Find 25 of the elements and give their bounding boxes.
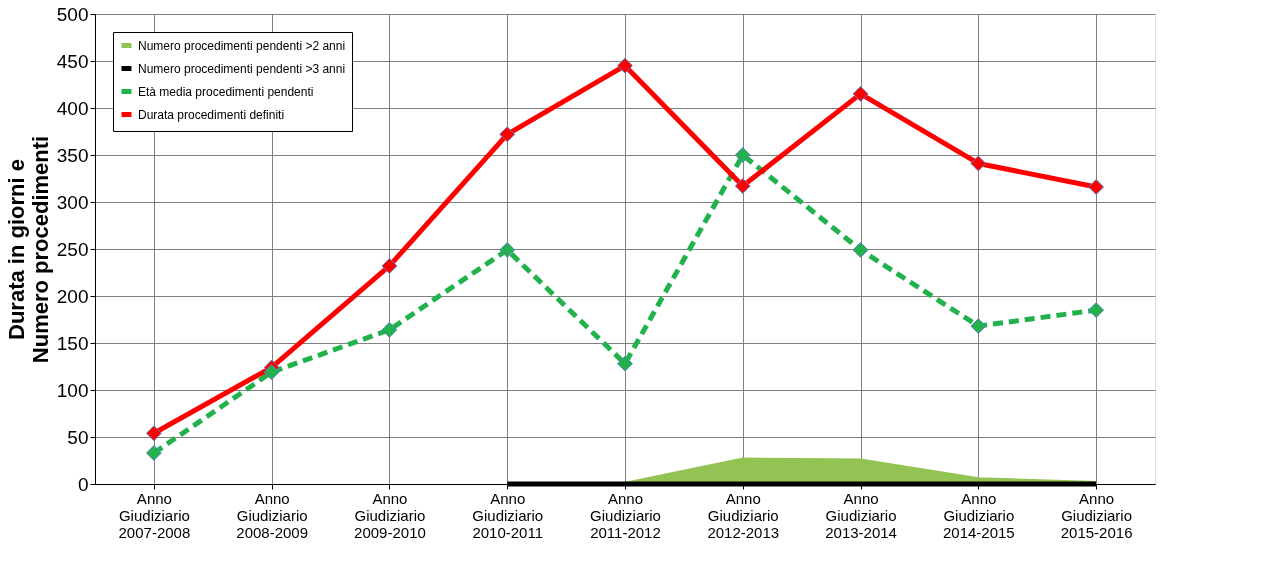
y-tick-label: 300 [56,191,89,213]
y-tick-label: 500 [56,3,89,25]
x-tick-label: Anno Giudiziario 2012-2013 [707,489,780,541]
y-tick-label: 100 [56,379,89,401]
x-tick-label: Anno Giudiziario 2011-2012 [590,489,661,541]
y-tick-label: 450 [56,50,89,72]
y-tick-label: 400 [56,97,89,119]
x-tick-label: Anno Giudiziario 2009-2010 [354,489,426,541]
y-tick-label: 250 [56,238,89,260]
y-tick-label: 150 [56,332,89,354]
x-tick-label: Anno Giudiziario 2010-2011 [472,489,544,541]
y-axis-title: Durata in giorni e Numero procedimenti [3,135,53,364]
x-tick-label: Anno Giudiziario 2013-2014 [825,489,897,541]
x-tick-label: Anno Giudiziario 2015-2016 [1060,489,1133,541]
x-tick-label: Anno Giudiziario 2007-2008 [118,489,191,541]
legend-label: Durata procedimenti definiti [138,107,285,122]
legend-label: Numero procedimenti pendenti >2 anni [138,38,346,53]
y-tick-label: 50 [67,426,89,448]
y-tick-label: 0 [77,473,89,495]
y-tick-label: 350 [56,144,89,166]
x-tick-label: Anno Giudiziario 2008-2009 [236,489,309,541]
y-tick-label: 200 [56,285,89,307]
legend-label: Numero procedimenti pendenti >3 anni [138,61,346,76]
legend-label: Età media procedimenti pendenti [138,84,314,99]
x-tick-label: Anno Giudiziario 2014-2015 [942,489,1015,541]
